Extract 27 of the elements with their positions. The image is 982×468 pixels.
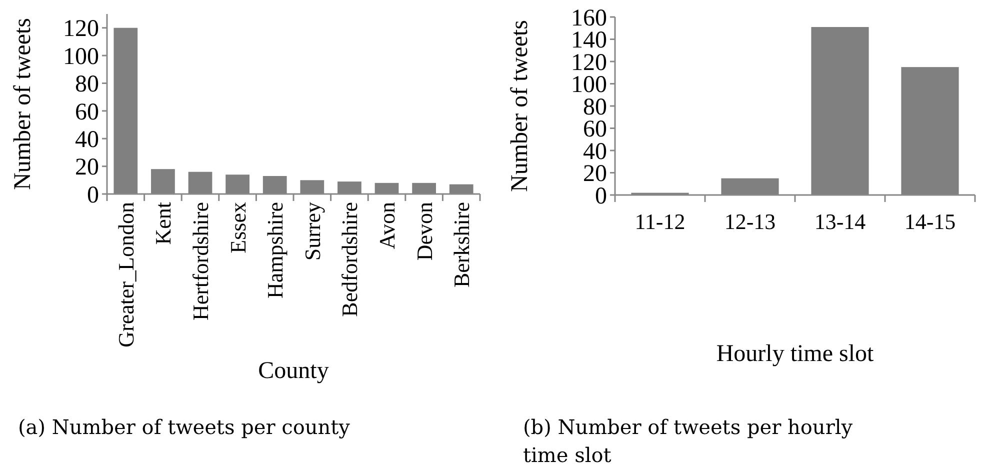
- y-tick-label: 20: [75, 154, 99, 181]
- x-tick-label: Avon: [374, 202, 400, 250]
- text: (a) Number of tweets per county: [18, 415, 351, 439]
- y-tick-label: 60: [75, 99, 99, 126]
- x-tick-label: Devon: [412, 202, 437, 261]
- x-tick-label: Greater_London: [113, 202, 138, 348]
- y-tick-label: 40: [75, 127, 99, 154]
- x-tick-label: Hertfordshire: [188, 202, 213, 321]
- x-tick-label: 12-13: [724, 209, 776, 234]
- y-tick-label: 120: [63, 16, 99, 42]
- x-tick-label: Essex: [225, 202, 250, 254]
- x-axis-title: Hourly time slot: [716, 341, 874, 367]
- x-tick-label: Hampshire: [262, 202, 288, 299]
- x-tick-label: 14-15: [904, 209, 956, 234]
- x-tick-label: Bedfordshire: [337, 202, 362, 317]
- text: (b) Number of tweets per hourly time slot: [523, 415, 854, 467]
- x-tick-label: Surrey: [300, 202, 325, 261]
- y-axis-title: Number of tweets: [507, 20, 533, 192]
- y-tick-label: 0: [87, 182, 99, 208]
- x-tick-label: Kent: [150, 202, 176, 245]
- x-tick-label: 11-12: [634, 209, 686, 234]
- x-tick-label: 13-14: [814, 209, 866, 234]
- x-tick-label: Berkshire: [449, 202, 474, 288]
- x-axis-title: County: [258, 358, 329, 384]
- y-tick-label: 100: [63, 44, 99, 70]
- y-tick-label: 80: [75, 72, 99, 98]
- y-axis-title: Number of tweets: [10, 18, 36, 190]
